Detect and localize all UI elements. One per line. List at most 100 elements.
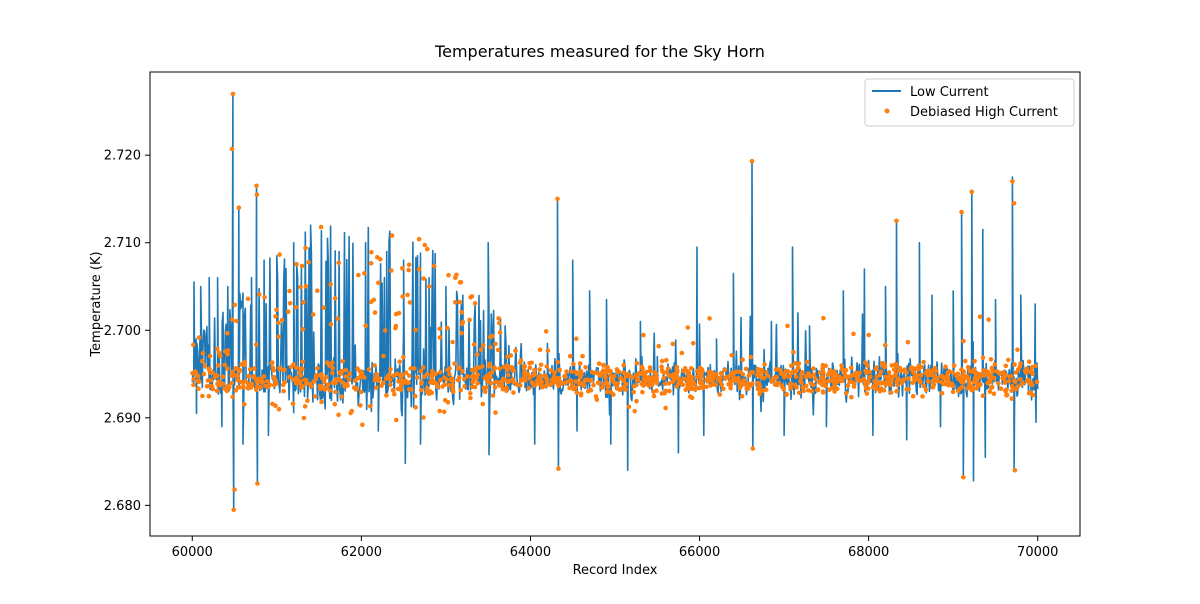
scatter-point (214, 388, 220, 394)
scatter-point (459, 330, 464, 336)
scatter-point (796, 390, 802, 396)
scatter-point (217, 382, 222, 388)
scatter-point (585, 377, 590, 383)
scatter-point (921, 383, 926, 389)
scatter-point (379, 383, 384, 389)
scatter-point (959, 379, 965, 385)
scatter-point (1024, 378, 1030, 384)
scatter-point (674, 364, 680, 370)
scatter-point (406, 386, 412, 392)
scatter-point (672, 377, 677, 383)
scatter-point (961, 372, 966, 378)
scatter-point (723, 376, 728, 381)
scatter-point (490, 393, 496, 398)
x-axis-label: Record Index (573, 563, 658, 578)
scatter-point (274, 307, 279, 313)
scatter-point (828, 370, 834, 376)
scatter-point (640, 370, 646, 375)
scatter-point (403, 370, 409, 376)
scatter-point (276, 320, 281, 326)
scatter-point (945, 380, 951, 386)
scatter-point (297, 370, 302, 376)
scatter-point (218, 353, 223, 359)
scatter-point (448, 377, 454, 383)
scatter-point (731, 370, 736, 376)
scatter-point (577, 375, 583, 381)
scatter-point (300, 326, 306, 332)
scatter-point (569, 369, 574, 374)
scatter-point (1009, 374, 1014, 379)
scatter-point (978, 382, 983, 387)
scatter-point (656, 343, 661, 349)
scatter-point (971, 379, 977, 385)
scatter-point (667, 373, 672, 378)
scatter-point (319, 399, 324, 405)
scatter-point (943, 364, 948, 370)
scatter-point (1012, 362, 1017, 367)
scatter-point (618, 376, 623, 381)
scatter-point (488, 345, 494, 350)
scatter-point (779, 383, 785, 389)
scatter-point (821, 315, 826, 321)
scatter-point (749, 159, 755, 164)
scatter-point (497, 366, 502, 371)
scatter-point (328, 282, 333, 287)
scatter-point (253, 342, 259, 347)
scatter-point (372, 310, 378, 315)
scatter-point (253, 387, 259, 393)
scatter-point (845, 383, 851, 388)
scatter-point (232, 487, 237, 492)
scatter-point (447, 372, 452, 377)
scatter-point (982, 372, 987, 378)
scatter-point (835, 379, 840, 385)
x-tick-label: 62000 (341, 545, 382, 560)
scatter-point (881, 388, 887, 393)
scatter-point (530, 373, 536, 378)
scatter-point (685, 325, 691, 330)
scatter-point (408, 366, 414, 371)
scatter-point (511, 390, 516, 395)
scatter-point (641, 332, 646, 338)
scatter-point (562, 373, 567, 379)
scatter-point (861, 377, 866, 383)
scatter-point (886, 370, 892, 375)
scatter-point (416, 236, 422, 242)
scatter-point (950, 389, 956, 395)
scatter-point (985, 372, 991, 377)
scatter-point (788, 382, 793, 388)
scatter-point (779, 371, 784, 377)
scatter-point (406, 267, 411, 273)
scatter-point (719, 371, 724, 376)
scatter-point (389, 233, 395, 238)
scatter-point (279, 317, 285, 323)
scatter-point (522, 363, 527, 369)
scatter-point (692, 387, 698, 392)
scatter-point (437, 408, 443, 414)
scatter-point (453, 275, 458, 281)
scatter-point (492, 365, 497, 370)
scatter-point (441, 409, 447, 415)
scatter-point (191, 342, 196, 348)
scatter-point (225, 366, 230, 372)
scatter-point (307, 381, 313, 387)
scatter-point (744, 386, 749, 392)
scatter-point (612, 373, 617, 379)
scatter-point (604, 381, 610, 386)
scatter-point (888, 390, 894, 395)
scatter-point (988, 385, 994, 391)
scatter-point (737, 369, 743, 375)
scatter-point (1009, 396, 1015, 401)
scatter-point (276, 406, 282, 412)
scatter-point (808, 381, 814, 386)
scatter-point (388, 367, 393, 372)
scatter-point (393, 326, 398, 331)
scatter-point (728, 386, 733, 391)
scatter-point (883, 342, 888, 348)
scatter-point (255, 379, 261, 384)
scatter-point (1013, 387, 1018, 392)
scatter-point (257, 292, 262, 297)
scatter-point (200, 393, 205, 399)
scatter-point (258, 384, 263, 390)
scatter-point (288, 364, 294, 370)
scatter-point (774, 381, 779, 386)
